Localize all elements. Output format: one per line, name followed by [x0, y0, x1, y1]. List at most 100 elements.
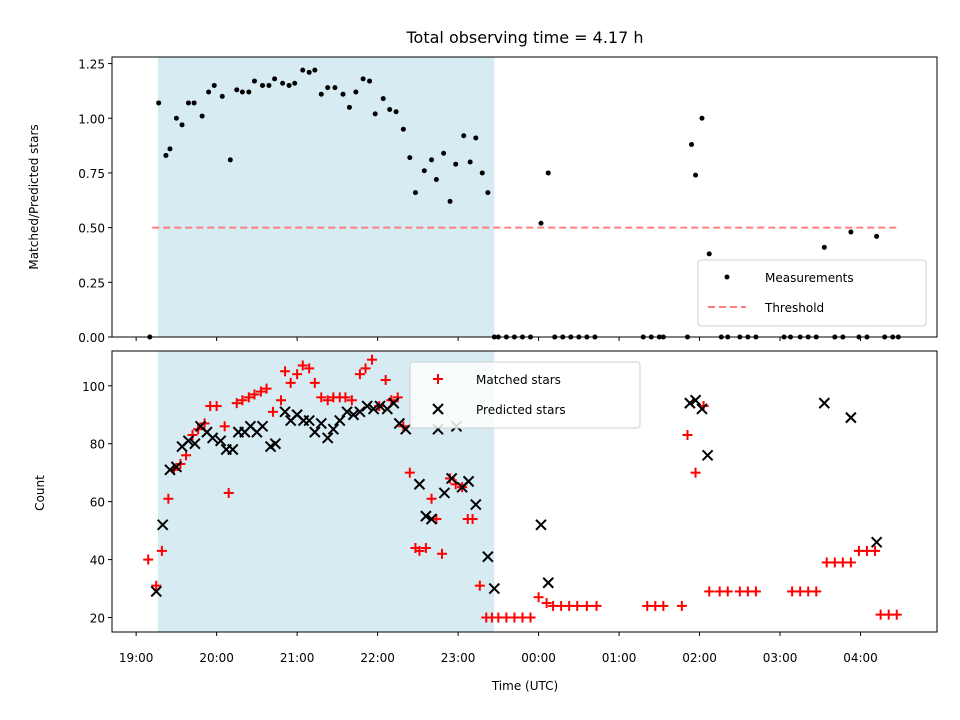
- x-stroke-2: [482, 550, 494, 563]
- matched-star-point: [467, 514, 478, 525]
- matched-star-point: [431, 514, 442, 525]
- bottom-x-ticks: 19:00 20:00 21:00 22:00 23:00 00:00 01:00 02:00…: [119, 632, 878, 665]
- predicted-star-point: [327, 423, 340, 435]
- x-tick-label: 22:00: [360, 651, 395, 665]
- measurement-point: [173, 115, 179, 121]
- top-x-ticks: [135, 337, 862, 341]
- matched-star-point: [380, 374, 391, 385]
- predicted-star-point: [279, 406, 291, 418]
- measurement-point: [353, 89, 359, 95]
- x-tick-label: 02:00: [682, 651, 717, 665]
- x-stroke-2: [535, 519, 547, 531]
- measurement-point: [400, 126, 406, 132]
- top-axes-frame: [111, 56, 938, 338]
- x-stroke-2: [445, 472, 458, 485]
- x-stroke-2: [870, 536, 883, 548]
- predicted-star-point: [227, 443, 239, 456]
- x-stroke-2: [189, 437, 201, 450]
- measurement-point: [260, 82, 266, 88]
- bottom-y-tick-label: 100: [82, 380, 105, 394]
- predicted-star-point: [269, 437, 282, 450]
- x-tick-label: 23:00: [441, 651, 476, 665]
- bottom-y-tick-label: 40: [90, 554, 105, 568]
- bottom-legend: Matched stars Predicted stars: [409, 361, 641, 429]
- x-stroke-2: [269, 437, 282, 450]
- measurement-point: [312, 67, 318, 73]
- x-stroke-2: [470, 498, 482, 511]
- matched-star-point: [292, 369, 303, 380]
- matched-star-point: [811, 586, 822, 597]
- predicted-star-point: [818, 397, 831, 409]
- x-stroke-2: [361, 400, 373, 412]
- top-y-tick-label: 0.75: [78, 167, 105, 181]
- predicted-star-point: [367, 403, 380, 415]
- predicted-stars-points: [150, 394, 883, 598]
- measurement-point: [227, 157, 233, 163]
- predicted-star-point: [182, 435, 195, 447]
- predicted-star-point: [374, 400, 386, 412]
- bottom-y-tick-label: 60: [90, 496, 105, 510]
- measurement-point: [461, 133, 467, 139]
- matched-star-point: [891, 609, 902, 620]
- x-stroke-2: [684, 397, 696, 409]
- measurement-point: [251, 78, 257, 84]
- top-y-tick-label: 0.25: [78, 276, 105, 290]
- x-stroke-2: [845, 411, 857, 424]
- x-stroke-2: [256, 420, 269, 433]
- x-stroke-2: [164, 464, 176, 476]
- predicted-star-point: [542, 577, 554, 589]
- measurement-point: [163, 152, 169, 158]
- matched-star-point: [309, 377, 320, 388]
- matched-star-point: [682, 430, 693, 441]
- predicted-star-point: [470, 498, 482, 511]
- matched-star-point: [219, 421, 230, 432]
- predicted-star-point: [438, 487, 451, 499]
- predicted-star-point: [425, 513, 438, 525]
- matched-star-point: [414, 545, 425, 556]
- measurement-point: [340, 91, 346, 97]
- measurement-point: [318, 91, 324, 97]
- legend-matched-marker: [433, 374, 443, 384]
- predicted-star-point: [870, 536, 883, 548]
- matched-star-point: [322, 395, 333, 406]
- measurement-point: [300, 67, 306, 73]
- matched-star-point: [223, 487, 234, 498]
- predicted-star-point: [256, 420, 269, 433]
- measurement-point: [211, 82, 217, 88]
- matched-star-point: [163, 493, 174, 504]
- measurement-point: [156, 100, 162, 106]
- matched-star-point: [304, 363, 315, 374]
- x-stroke-2: [291, 409, 303, 421]
- x-stroke-2: [157, 519, 169, 531]
- measurement-point: [199, 113, 205, 119]
- measurement-point: [538, 220, 544, 226]
- legend-predicted-marker: [432, 403, 444, 415]
- x-tick-label: 00:00: [521, 651, 556, 665]
- matched-star-point: [870, 545, 881, 556]
- matched-star-point: [437, 548, 447, 559]
- matched-star-point: [658, 600, 669, 611]
- measurement-point: [266, 82, 272, 88]
- measurement-point: [191, 100, 197, 106]
- x-stroke-2: [206, 432, 219, 444]
- measurement-point: [246, 89, 252, 95]
- matched-star-point: [243, 392, 254, 403]
- measurement-point: [393, 109, 399, 115]
- measurement-point: [421, 168, 427, 174]
- measurement-point: [848, 229, 854, 235]
- predicted-star-point: [413, 478, 426, 490]
- measurement-point: [380, 96, 386, 102]
- matched-star-point: [722, 586, 733, 597]
- predicted-star-point: [684, 397, 696, 409]
- predicted-star-point: [354, 406, 366, 418]
- measurement-point: [234, 87, 240, 93]
- predicted-star-point: [845, 411, 857, 424]
- matched-star-point: [187, 430, 198, 441]
- measurement-point: [325, 85, 331, 91]
- x-stroke-2: [542, 577, 554, 589]
- x-tick-label: 03:00: [763, 651, 798, 665]
- matched-star-point: [420, 542, 431, 553]
- matched-star-point: [354, 369, 365, 380]
- matched-star-point: [750, 586, 761, 597]
- legend-measurements-label: Measurements: [765, 271, 854, 285]
